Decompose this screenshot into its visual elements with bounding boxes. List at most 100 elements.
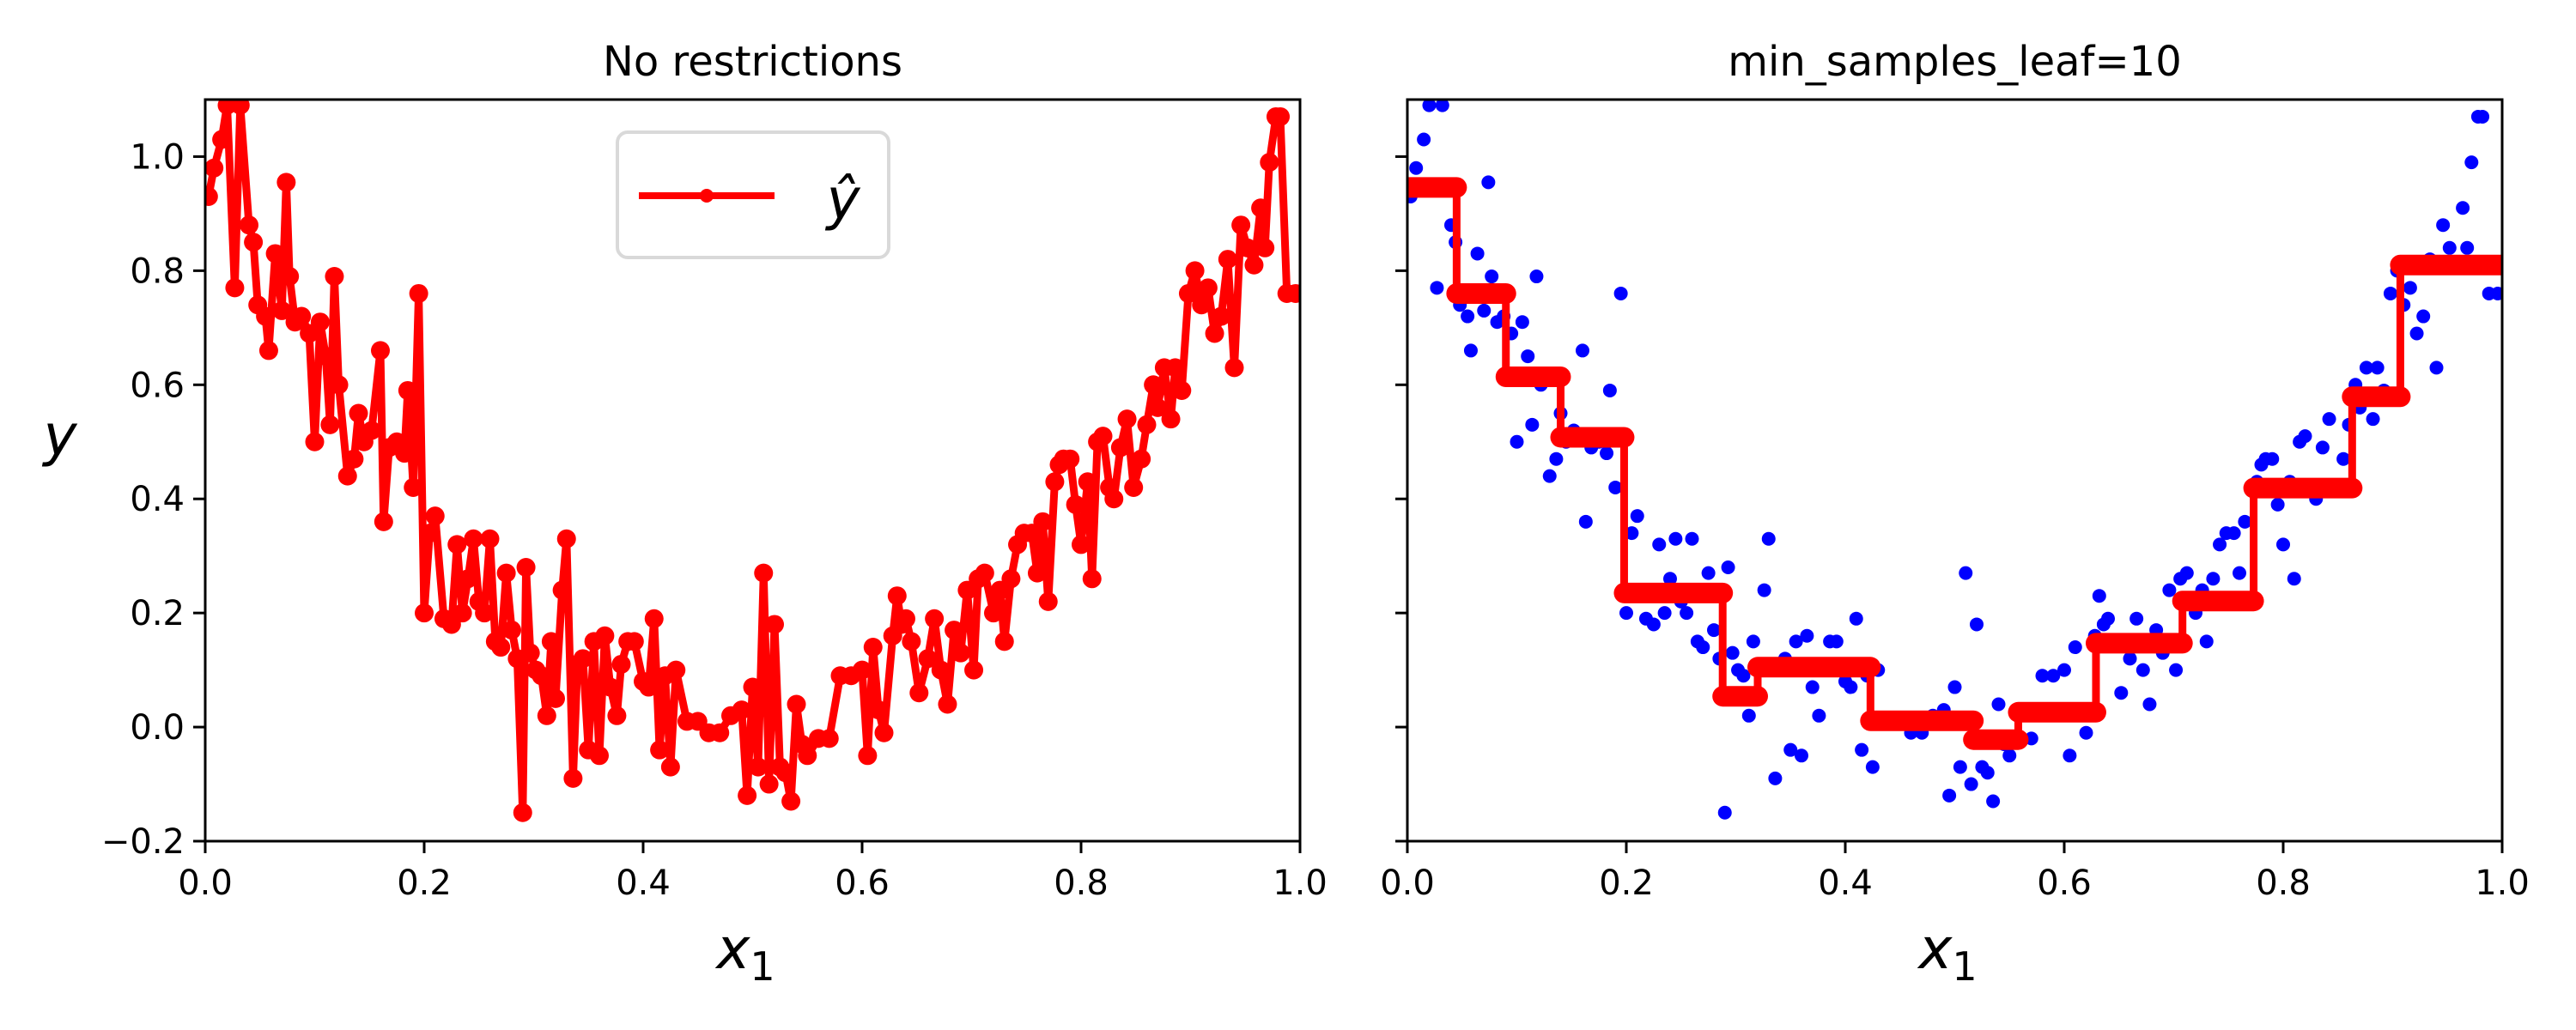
- prediction-marker: [607, 706, 627, 725]
- prediction-marker: [951, 643, 970, 663]
- prediction-marker: [316, 347, 336, 367]
- prediction-marker: [205, 186, 218, 206]
- data-point: [1652, 537, 1667, 552]
- data-point: [1829, 634, 1844, 649]
- prediction-marker: [590, 746, 609, 766]
- prediction-marker: [425, 506, 445, 526]
- prediction-marker: [563, 768, 583, 788]
- data-point: [2298, 429, 2312, 444]
- data-point: [2092, 589, 2106, 603]
- prediction-marker: [475, 603, 495, 623]
- prediction-marker: [320, 415, 340, 434]
- data-point: [2460, 240, 2475, 255]
- prediction-marker: [1218, 250, 1237, 270]
- data-point: [2063, 748, 2077, 763]
- prediction-marker: [994, 632, 1014, 651]
- prediction-marker: [1078, 472, 1097, 492]
- data-point: [1741, 708, 1756, 723]
- legend-label: ŷ: [824, 167, 860, 233]
- data-point: [1630, 509, 1644, 524]
- data-point: [1844, 680, 1858, 694]
- data-point: [1521, 349, 1535, 364]
- prediction-marker: [611, 654, 631, 674]
- prediction-marker: [710, 723, 730, 742]
- prediction-marker: [624, 632, 644, 651]
- prediction-marker: [945, 621, 964, 640]
- prediction-marker: [230, 100, 250, 115]
- data-point: [1625, 526, 1639, 541]
- prediction-marker: [887, 586, 907, 606]
- prediction-marker: [858, 746, 878, 766]
- prediction-marker: [909, 683, 929, 703]
- subplot-title: min_samples_leaf=10: [1728, 38, 2182, 86]
- prediction-marker: [516, 557, 536, 577]
- data-point: [2002, 748, 2017, 763]
- prediction-marker: [532, 666, 551, 686]
- prediction-marker: [205, 158, 224, 178]
- prediction-marker: [1185, 261, 1205, 281]
- prediction-marker: [573, 649, 592, 669]
- data-point: [1477, 303, 1492, 318]
- prediction-marker: [738, 785, 757, 805]
- data-point: [1549, 451, 1564, 466]
- prediction-marker: [374, 512, 393, 531]
- prediction-marker: [1060, 449, 1080, 469]
- prediction-marker: [1117, 409, 1137, 429]
- data-point: [2464, 155, 2479, 170]
- prediction-marker: [520, 643, 540, 663]
- data-point: [2490, 286, 2502, 300]
- data-point: [1701, 566, 1716, 580]
- prediction-marker: [1001, 569, 1021, 589]
- prediction-marker: [1110, 438, 1130, 457]
- prediction-marker: [1178, 283, 1198, 303]
- prediction-marker: [1205, 324, 1224, 343]
- prediction-marker: [1161, 409, 1181, 429]
- data-point: [1725, 645, 1740, 660]
- data-point: [2142, 697, 2157, 712]
- prediction-marker: [863, 638, 883, 657]
- data-point: [1959, 566, 1973, 580]
- x-tick-label: 0.6: [2037, 863, 2092, 903]
- prediction-marker: [1082, 569, 1102, 589]
- data-point: [1668, 531, 1683, 546]
- prediction-marker: [1144, 375, 1163, 395]
- data-point: [2336, 451, 2351, 466]
- prediction-marker: [398, 380, 417, 400]
- prediction-marker: [361, 421, 381, 440]
- y-tick-label: 0.6: [130, 366, 185, 405]
- prediction-marker: [459, 569, 477, 589]
- prediction-marker: [787, 694, 806, 714]
- prediction-marker: [325, 267, 344, 287]
- prediction-marker: [650, 740, 670, 760]
- y-tick-label: 1.0: [130, 137, 185, 177]
- data-point: [1430, 281, 1444, 295]
- prediction-marker: [975, 563, 994, 583]
- y-tick-label: −0.2: [101, 822, 185, 862]
- prediction-marker: [1066, 494, 1085, 514]
- data-point: [2035, 669, 2050, 683]
- prediction-marker: [743, 677, 762, 697]
- y-tick-label: 0.2: [130, 594, 185, 633]
- prediction-marker: [925, 609, 945, 628]
- data-point: [1525, 417, 1540, 432]
- data-point: [1613, 286, 1628, 300]
- data-point: [2213, 537, 2227, 552]
- data-point: [1680, 606, 1694, 621]
- prediction-marker: [420, 524, 440, 543]
- y-tick-label: 0.0: [130, 708, 185, 748]
- data-point: [1602, 383, 1617, 397]
- prediction-marker: [546, 688, 565, 708]
- data-point: [1657, 606, 1672, 621]
- data-point: [2123, 651, 2137, 666]
- prediction-marker: [491, 638, 511, 657]
- y-tick-label: 0.8: [130, 251, 185, 291]
- data-point: [1619, 606, 1633, 621]
- x-axis-label-main: x: [1917, 916, 1953, 982]
- prediction-marker: [644, 609, 664, 628]
- data-point: [2476, 109, 2490, 124]
- plot-area: [1407, 100, 2502, 820]
- prediction-marker: [595, 626, 615, 645]
- data-point: [1578, 514, 1593, 529]
- prediction-marker: [896, 609, 915, 628]
- data-point: [1795, 748, 1808, 763]
